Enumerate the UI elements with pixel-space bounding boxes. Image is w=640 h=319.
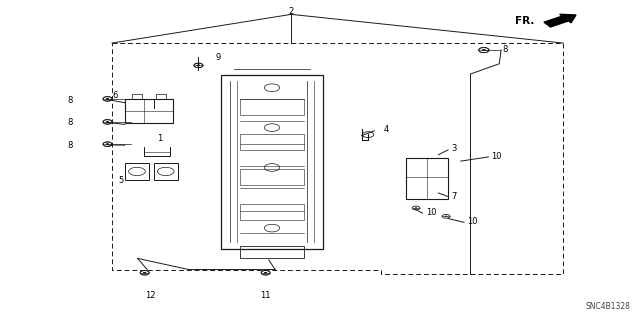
Text: 8: 8 (67, 141, 72, 150)
Circle shape (264, 272, 268, 274)
Circle shape (106, 144, 109, 145)
Text: 8: 8 (67, 118, 72, 127)
Text: 8: 8 (67, 96, 72, 105)
Circle shape (143, 272, 146, 273)
Bar (154, 163, 178, 180)
Bar (221, 75, 323, 249)
Circle shape (143, 272, 147, 274)
Circle shape (482, 49, 486, 51)
Circle shape (106, 98, 109, 100)
FancyArrow shape (544, 14, 576, 27)
Circle shape (482, 49, 486, 51)
Text: 9: 9 (215, 53, 220, 62)
Text: 10: 10 (426, 208, 436, 217)
Circle shape (106, 121, 109, 122)
Circle shape (196, 64, 200, 66)
Bar (406, 158, 448, 199)
Bar (240, 169, 304, 185)
Bar (240, 99, 304, 115)
Text: 12: 12 (145, 291, 156, 300)
Circle shape (106, 121, 109, 122)
Text: 10: 10 (492, 152, 502, 161)
Bar (240, 204, 304, 220)
Bar (125, 163, 149, 180)
Text: 6: 6 (112, 91, 117, 100)
Text: SNC4B1328: SNC4B1328 (586, 302, 630, 311)
Circle shape (106, 98, 109, 100)
Bar (156, 94, 166, 99)
Text: 8: 8 (502, 45, 508, 54)
Text: 11: 11 (260, 291, 271, 300)
Text: 5: 5 (118, 176, 124, 185)
Text: 7: 7 (451, 192, 456, 201)
Circle shape (415, 207, 417, 209)
Circle shape (106, 144, 109, 145)
Bar (240, 246, 304, 258)
Text: 10: 10 (467, 217, 477, 226)
Circle shape (445, 216, 447, 217)
Text: 3: 3 (451, 144, 456, 153)
Text: 2: 2 (289, 7, 294, 16)
Bar (132, 94, 142, 99)
Circle shape (264, 272, 267, 273)
Bar (240, 134, 304, 150)
Text: 4: 4 (384, 125, 389, 134)
Circle shape (197, 65, 200, 66)
Bar (125, 99, 173, 123)
Text: 1: 1 (157, 134, 162, 143)
Text: FR.: FR. (515, 16, 534, 26)
